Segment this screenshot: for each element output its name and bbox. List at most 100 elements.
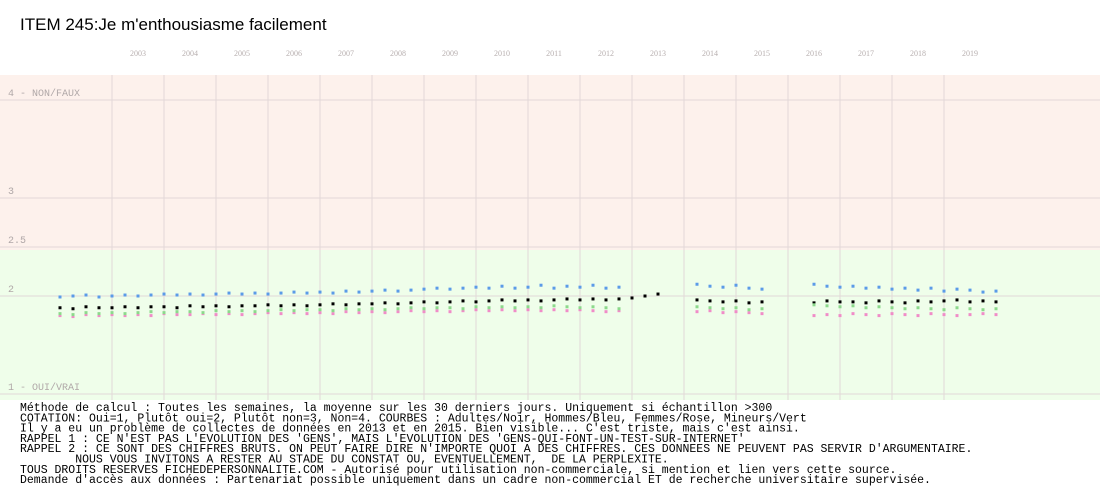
point	[97, 295, 101, 299]
point	[227, 305, 231, 309]
point	[539, 309, 543, 313]
point	[188, 304, 192, 308]
point	[513, 286, 517, 290]
point	[409, 306, 413, 310]
point	[708, 306, 712, 310]
point	[383, 311, 387, 315]
point	[201, 311, 205, 315]
point	[58, 295, 62, 299]
point	[968, 313, 972, 317]
point	[84, 313, 88, 317]
point	[981, 290, 985, 294]
point	[877, 314, 881, 318]
point	[435, 286, 439, 290]
point	[240, 304, 244, 308]
point	[357, 302, 361, 306]
point	[344, 303, 348, 307]
point	[500, 305, 504, 309]
point	[162, 311, 166, 315]
point	[929, 286, 933, 290]
point	[266, 309, 270, 313]
point	[370, 302, 374, 306]
point	[812, 303, 816, 307]
point	[604, 310, 608, 314]
point	[526, 305, 530, 309]
point	[500, 298, 504, 302]
point	[123, 314, 127, 318]
point	[942, 313, 946, 317]
point	[968, 300, 972, 304]
point	[994, 313, 998, 317]
point	[695, 282, 699, 286]
point	[149, 310, 153, 314]
point	[955, 298, 959, 302]
point	[240, 313, 244, 317]
point	[175, 293, 179, 297]
point	[812, 282, 816, 286]
point	[305, 312, 309, 316]
point	[617, 297, 621, 301]
lower-band	[0, 250, 1100, 400]
point	[123, 312, 127, 316]
point	[721, 307, 725, 311]
point	[474, 305, 478, 309]
point	[227, 312, 231, 316]
point	[643, 294, 647, 298]
point	[422, 287, 426, 291]
point	[916, 314, 920, 318]
point	[695, 305, 699, 309]
point	[292, 290, 296, 294]
point	[357, 290, 361, 294]
point	[916, 288, 920, 292]
point	[968, 307, 972, 311]
x-tick-label: 2011	[546, 49, 562, 58]
point	[565, 284, 569, 288]
x-tick-label: 2007	[338, 49, 354, 58]
point	[916, 299, 920, 303]
point	[188, 292, 192, 296]
point	[214, 313, 218, 317]
point	[994, 289, 998, 293]
point	[890, 306, 894, 310]
point	[266, 311, 270, 315]
point	[214, 304, 218, 308]
point	[435, 309, 439, 313]
point	[201, 305, 205, 309]
point	[396, 289, 400, 293]
point	[604, 298, 608, 302]
point	[968, 288, 972, 292]
point	[240, 309, 244, 313]
point	[110, 294, 114, 298]
point	[695, 298, 699, 302]
point	[877, 299, 881, 303]
point	[903, 313, 907, 317]
point	[331, 309, 335, 313]
point	[539, 306, 543, 310]
y-tick-label: 2	[8, 285, 14, 296]
point	[448, 306, 452, 310]
point	[955, 314, 959, 318]
point	[903, 301, 907, 305]
point	[656, 292, 660, 296]
point	[136, 294, 140, 298]
point	[331, 291, 335, 295]
point	[513, 299, 517, 303]
point	[617, 307, 621, 311]
point	[487, 286, 491, 290]
x-tick-label: 2019	[962, 49, 978, 58]
point	[71, 294, 75, 298]
x-tick-label: 2005	[234, 49, 250, 58]
point	[253, 310, 257, 314]
point	[760, 307, 764, 311]
point	[422, 307, 426, 311]
point	[825, 313, 829, 317]
point	[578, 285, 582, 289]
point	[500, 308, 504, 312]
point	[838, 314, 842, 318]
point	[981, 312, 985, 316]
point	[877, 305, 881, 309]
note-line: COTATION: Oui=1, Plutôt oui=2, Plutôt no…	[20, 412, 807, 425]
point	[318, 303, 322, 307]
point	[591, 283, 595, 287]
